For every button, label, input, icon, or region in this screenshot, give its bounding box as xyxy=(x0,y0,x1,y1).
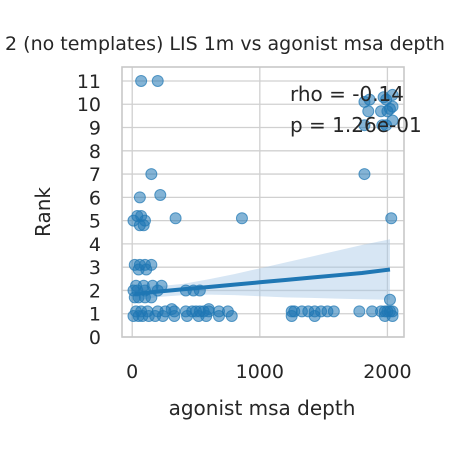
y-tick-label: 1 xyxy=(89,304,101,326)
data-point xyxy=(358,119,371,132)
data-point xyxy=(358,168,371,181)
regression-line-path xyxy=(134,267,391,296)
data-point xyxy=(137,219,150,232)
plot-frame xyxy=(121,66,405,338)
data-point xyxy=(145,168,158,181)
y-tick-label: 10 xyxy=(77,94,101,116)
p-value-annotation: p = 1.26e-01 xyxy=(290,113,422,137)
y-tick-label: 0 xyxy=(89,327,101,349)
data-point xyxy=(285,310,298,323)
rho-annotation: rho = -0.14 xyxy=(290,82,404,106)
y-tick-label: 8 xyxy=(89,141,101,163)
data-point xyxy=(353,305,366,318)
y-tick-label: 7 xyxy=(89,164,101,186)
y-tick-label: 11 xyxy=(77,71,101,93)
chart-title: 2 (no templates) LIS 1m vs agonist msa d… xyxy=(5,33,445,55)
y-tick-label: 9 xyxy=(89,118,101,140)
data-point xyxy=(386,114,399,127)
data-point xyxy=(200,310,213,323)
data-point xyxy=(181,310,194,323)
data-point xyxy=(383,293,396,306)
y-tick-label: 4 xyxy=(89,234,101,256)
data-point xyxy=(168,310,181,323)
data-point xyxy=(327,305,340,318)
data-point xyxy=(135,74,148,87)
data-point xyxy=(156,310,169,323)
x-tick-labels: 0 1000 2000 xyxy=(126,361,411,383)
data-point xyxy=(169,212,182,225)
y-axis-label: Rank xyxy=(31,187,55,237)
data-point xyxy=(308,310,321,323)
y-tick-label: 6 xyxy=(89,187,101,209)
y-tick-label: 2 xyxy=(89,280,101,302)
data-point xyxy=(363,93,376,106)
y-tick-label: 3 xyxy=(89,257,101,279)
x-axis-label: agonist msa depth xyxy=(169,396,356,420)
data-point xyxy=(212,310,225,323)
x-tick-label: 0 xyxy=(126,361,138,383)
data-point xyxy=(140,263,153,276)
data-point xyxy=(386,88,399,101)
x-tick-label: 2000 xyxy=(363,361,411,383)
data-point xyxy=(235,212,248,225)
data-point xyxy=(133,191,146,204)
data-point xyxy=(154,189,167,202)
x-tick-label: 1000 xyxy=(236,361,284,383)
data-point xyxy=(225,310,238,323)
regression-line xyxy=(134,267,391,296)
y-tick-label: 5 xyxy=(89,211,101,233)
data-point xyxy=(386,310,399,323)
data-point xyxy=(151,74,164,87)
data-point xyxy=(385,212,398,225)
